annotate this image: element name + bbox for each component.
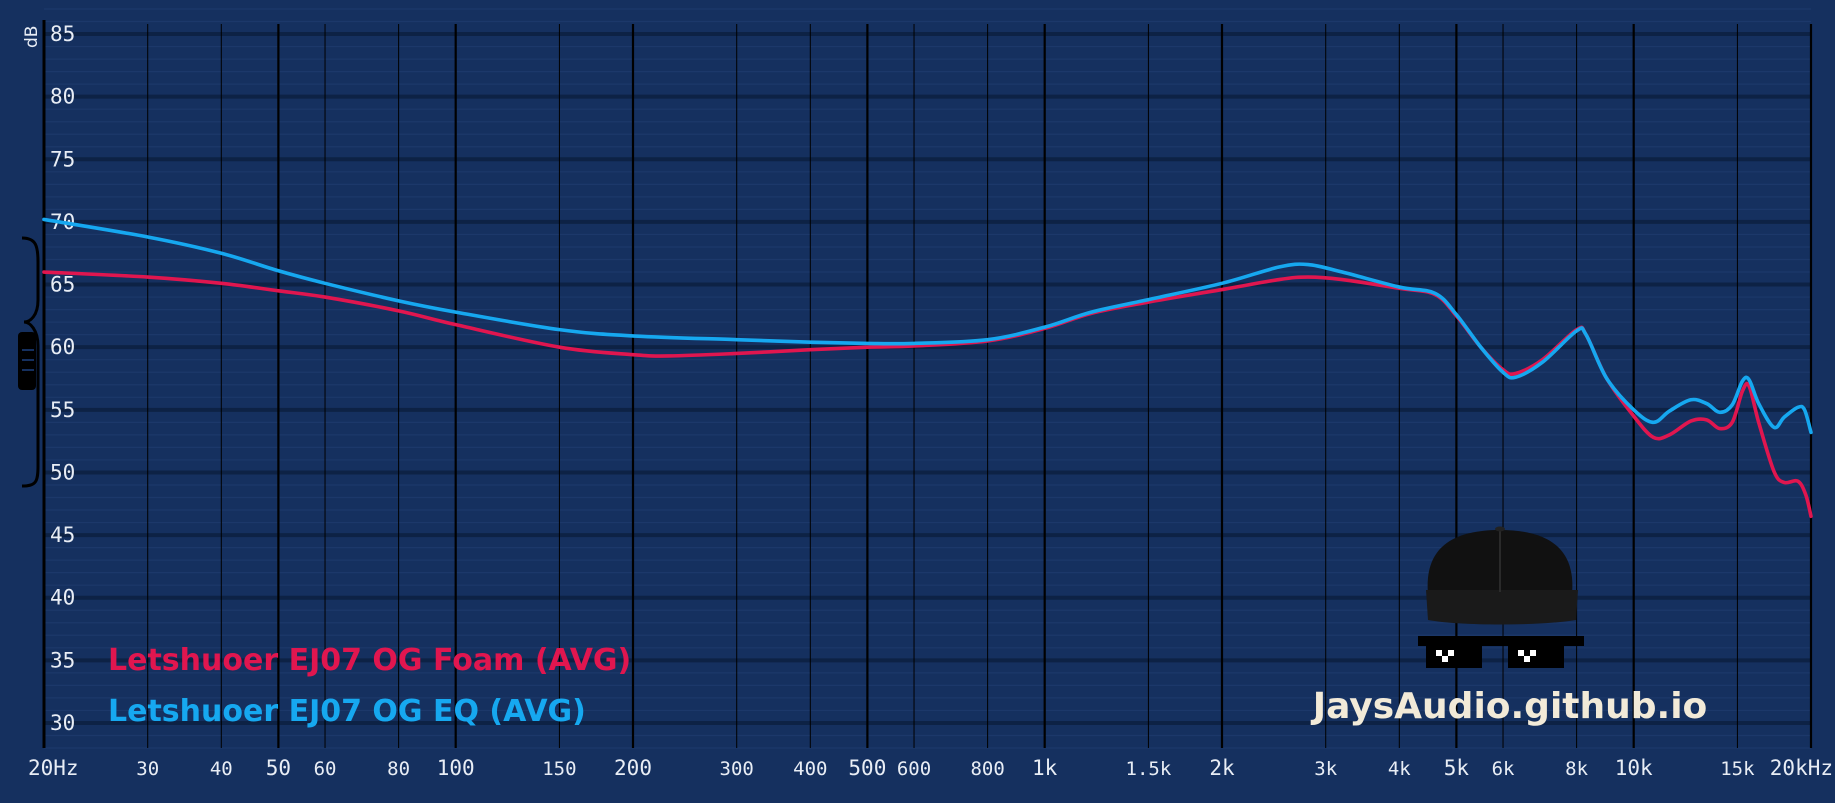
y-tick-label: 30 — [50, 711, 75, 735]
x-tick-label: 20Hz — [28, 756, 79, 780]
y-tick-label: 60 — [50, 335, 75, 359]
y-tick-label: 75 — [50, 147, 75, 171]
x-tick-label: 15k — [1720, 758, 1755, 780]
x-tick-label: 30 — [136, 758, 159, 780]
vertical-scale-handle[interactable] — [18, 236, 40, 488]
y-tick-label: 55 — [50, 398, 75, 422]
x-tick-label: 80 — [387, 758, 410, 780]
series — [42, 217, 1813, 519]
x-tick-label: 150 — [542, 758, 576, 780]
watermark-logo: JaysAudio.github.io — [1310, 526, 1708, 727]
y-tick-label: 35 — [50, 648, 75, 672]
x-tick-label: 1.5k — [1126, 758, 1172, 780]
series-line-foam — [42, 270, 1813, 519]
x-tick-label: 100 — [437, 756, 475, 780]
x-tick-label: 500 — [848, 756, 886, 780]
pixel-sunglasses-icon — [1418, 636, 1584, 668]
y-axis-label: dB — [22, 26, 42, 48]
x-tick-label: 1k — [1032, 756, 1058, 780]
x-tick-label: 400 — [793, 758, 827, 780]
x-tick-label: 6k — [1492, 758, 1515, 780]
x-tick-label: 4k — [1388, 758, 1411, 780]
legend-entry-eq: Letshuoer EJ07 OG EQ (AVG) — [108, 694, 586, 729]
x-tick-label: 200 — [614, 756, 652, 780]
y-tick-label: 85 — [50, 22, 75, 46]
cap-icon — [1426, 526, 1578, 625]
y-tick-label: 40 — [50, 586, 75, 610]
x-tick-label: 5k — [1444, 756, 1470, 780]
x-tick-label: 10k — [1615, 756, 1653, 780]
x-tick-label: 2k — [1209, 756, 1235, 780]
x-tick-label: 60 — [314, 758, 337, 780]
legend-entry-foam: Letshuoer EJ07 OG Foam (AVG) — [108, 643, 631, 678]
x-tick-label: 50 — [266, 756, 291, 780]
x-tick-label: 600 — [897, 758, 931, 780]
y-tick-label: 65 — [50, 273, 75, 297]
x-tick-label: 3k — [1314, 758, 1337, 780]
x-tick-label: 40 — [210, 758, 233, 780]
series-line-eq — [42, 217, 1813, 435]
y-tick-label: 50 — [50, 460, 75, 484]
x-tick-label: 20kHz — [1770, 756, 1833, 780]
axes: dB 20Hz 30 40 50 60 80 100 150 200 300 400 500 600 80… — [22, 20, 1833, 780]
watermark-text: JaysAudio.github.io — [1310, 686, 1708, 727]
legend: Letshuoer EJ07 OG Foam (AVG) Letshuoer E… — [108, 643, 631, 729]
x-tick-label: 800 — [970, 758, 1004, 780]
y-tick-label: 80 — [50, 85, 75, 109]
x-tick-label: 300 — [720, 758, 754, 780]
x-tick-label: 8k — [1565, 758, 1588, 780]
y-tick-label: 45 — [50, 523, 75, 547]
